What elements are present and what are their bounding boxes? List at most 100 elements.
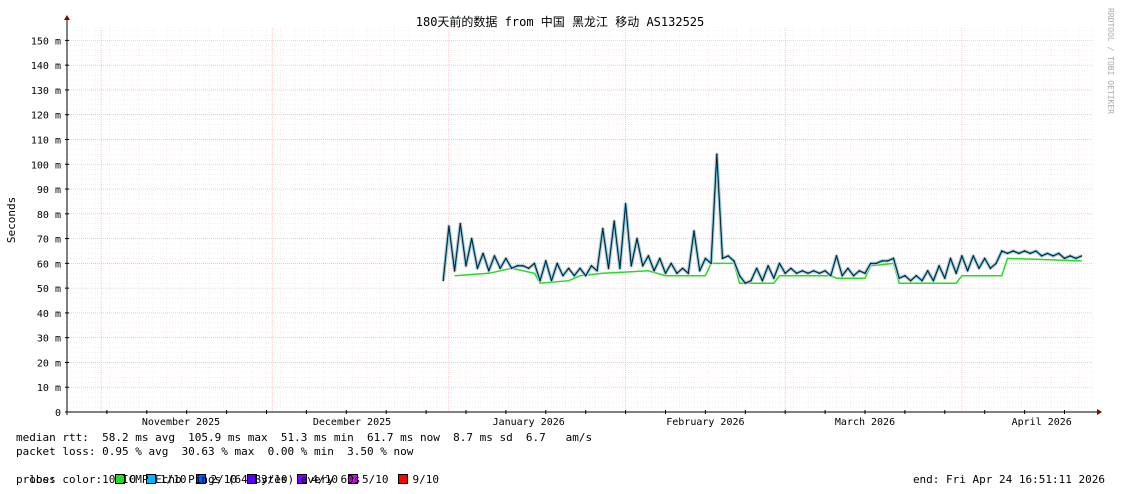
data-point xyxy=(619,267,621,269)
data-point xyxy=(1001,250,1003,252)
packet-loss-line: packet loss: 0.95 % avg 30.63 % max 0.00… xyxy=(16,445,414,458)
data-point xyxy=(682,267,684,269)
data-point xyxy=(778,262,781,264)
data-point xyxy=(801,270,803,272)
data-point xyxy=(944,277,946,279)
data-point xyxy=(967,270,969,272)
probe-line: probe: 10 ICMP Echo Pings (64 Bytes) eve… xyxy=(16,473,361,486)
data-point xyxy=(921,280,923,282)
loss-legend-items: 0 1/10 2/10 3/10 4/10 5/10 9/10 xyxy=(115,473,449,486)
data-point xyxy=(972,255,974,257)
data-point xyxy=(710,262,712,264)
data-point xyxy=(613,220,615,222)
loss-color-swatch xyxy=(145,474,156,484)
data-point xyxy=(516,265,518,267)
data-point xyxy=(704,257,707,259)
data-point xyxy=(898,277,900,279)
data-point xyxy=(984,257,986,259)
y-tick-label: 110 m xyxy=(31,135,61,146)
chart-title: 180天前的数据 from 中国 黑龙江 移动 AS132525 xyxy=(416,14,705,29)
loss-color-swatch xyxy=(347,474,358,484)
loss-legend-item: 0 xyxy=(115,473,136,486)
data-point xyxy=(1018,252,1020,254)
y-tick-label: 130 m xyxy=(31,86,61,97)
y-tick-label: 100 m xyxy=(31,160,61,171)
data-point xyxy=(585,275,587,277)
loss-legend-item: 2/10 xyxy=(196,473,237,486)
data-point xyxy=(1063,257,1066,259)
data-point xyxy=(568,267,570,269)
data-point xyxy=(744,282,746,284)
loss-legend-label: 9/10 xyxy=(412,473,439,486)
data-point xyxy=(938,265,940,267)
data-point xyxy=(927,270,929,272)
data-point xyxy=(630,265,632,267)
loss-legend-label: 3/10 xyxy=(260,473,288,486)
data-point xyxy=(647,255,650,257)
loss-color-swatch xyxy=(246,474,257,484)
data-point xyxy=(915,275,917,277)
data-point xyxy=(784,272,786,274)
y-tick-label: 90 m xyxy=(37,185,61,196)
data-point xyxy=(995,262,997,264)
data-point xyxy=(853,275,855,277)
data-point xyxy=(653,270,655,272)
x-axis-arrow xyxy=(1097,409,1102,415)
data-point xyxy=(1046,252,1048,254)
y-tick-label: 120 m xyxy=(31,111,61,122)
data-point xyxy=(539,280,541,282)
data-point xyxy=(607,267,610,269)
data-point xyxy=(841,275,843,277)
data-point xyxy=(818,272,821,274)
data-point xyxy=(699,270,701,272)
data-point xyxy=(533,262,536,264)
data-point xyxy=(978,267,980,269)
data-point xyxy=(721,257,724,259)
grid xyxy=(66,28,1094,412)
data-point xyxy=(465,265,467,267)
loss-color-swatch xyxy=(196,474,207,484)
data-point xyxy=(1029,252,1031,254)
data-point xyxy=(562,275,564,277)
data-point xyxy=(1006,252,1009,254)
data-point xyxy=(459,223,461,225)
data-point xyxy=(955,272,957,274)
data-point xyxy=(676,272,678,274)
data-point xyxy=(932,280,935,282)
data-point xyxy=(579,267,581,269)
x-tick-label: March 2026 xyxy=(835,417,895,428)
data-point xyxy=(949,257,952,259)
data-point xyxy=(824,270,826,272)
data-point xyxy=(556,262,558,264)
data-point xyxy=(1035,250,1037,252)
data-point xyxy=(835,255,838,257)
data-point xyxy=(573,275,575,277)
data-point xyxy=(1012,250,1014,252)
x-tick-label: January 2026 xyxy=(493,417,565,428)
data-point xyxy=(887,260,889,262)
data-point xyxy=(471,238,473,240)
loss-baseline-series xyxy=(454,257,1082,284)
loss-legend-label: 4/10 xyxy=(311,473,338,486)
data-point xyxy=(448,225,450,227)
data-point xyxy=(830,275,832,277)
y-axis-label: Seconds xyxy=(5,197,18,243)
data-point xyxy=(687,272,689,274)
y-axis-arrow xyxy=(64,15,70,20)
loss-legend-item: 9/10 xyxy=(398,473,439,486)
axes xyxy=(64,15,1102,415)
y-tick-label: 140 m xyxy=(31,61,61,72)
data-point xyxy=(881,260,883,262)
data-point xyxy=(1058,252,1060,254)
data-point xyxy=(870,262,872,264)
data-point xyxy=(454,270,456,272)
x-tick-label: December 2025 xyxy=(313,417,391,428)
loss-legend-label: 0 xyxy=(129,473,136,486)
y-tick-label: 0 xyxy=(55,408,61,419)
data-point xyxy=(910,280,912,282)
axis-ticks: 0 10 m 20 m 30 m 40 m 50 m 60 m 70 m 80 m 90 m 100… xyxy=(31,36,1072,428)
data-point xyxy=(761,280,764,282)
data-point xyxy=(961,255,963,257)
data-point xyxy=(642,265,644,267)
data-point xyxy=(1075,257,1077,259)
